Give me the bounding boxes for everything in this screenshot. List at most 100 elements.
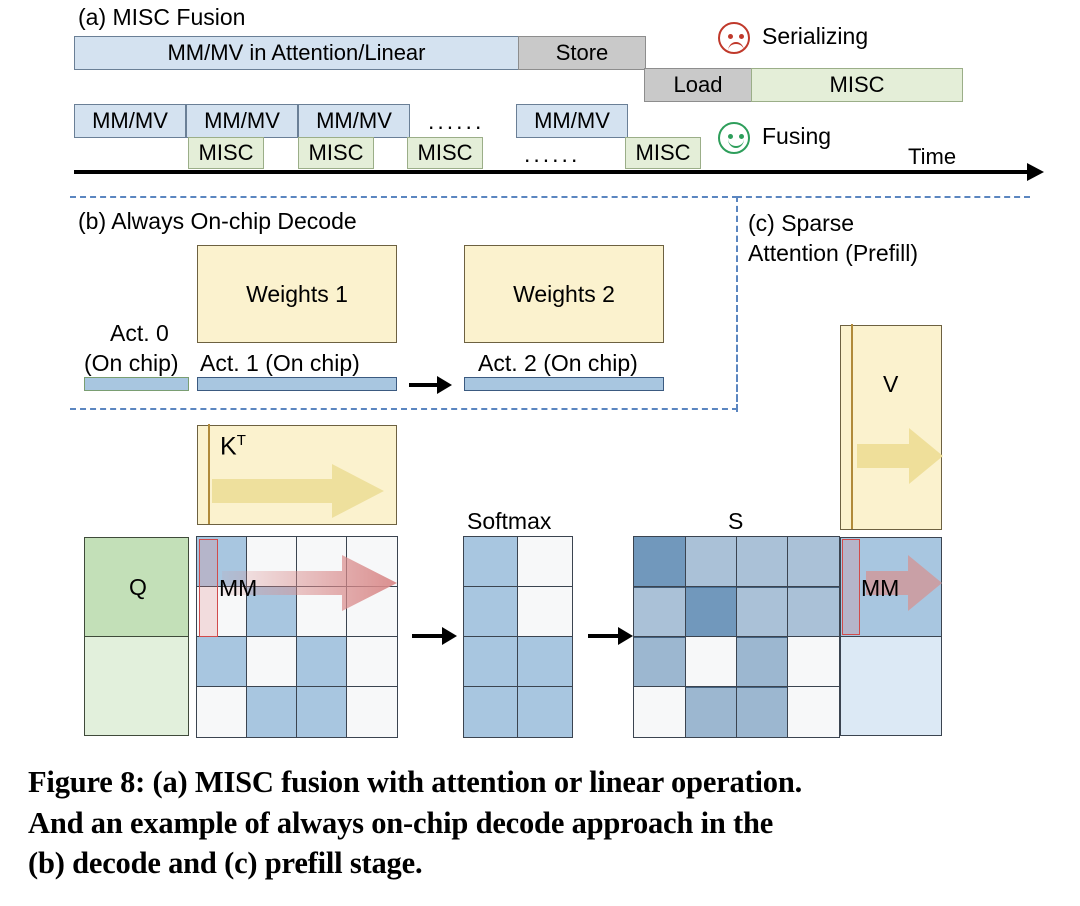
s-cell-1-4 xyxy=(787,536,840,588)
mm-left-cell-3-3 xyxy=(296,636,348,688)
softmax-cell-3-1 xyxy=(463,636,519,688)
s-cell-1-2 xyxy=(684,536,738,588)
mm-left-cell-3-2 xyxy=(246,636,298,688)
act0-bar xyxy=(84,377,189,391)
weights-2-block: Weights 2 xyxy=(464,245,664,343)
s-cell-1-3 xyxy=(735,536,789,588)
mm-left-cell-4-2 xyxy=(246,686,298,738)
kt-matrix-tile-line xyxy=(208,424,210,525)
load-block: Load xyxy=(644,68,752,102)
softmax-cell-4-1 xyxy=(463,686,519,738)
fused-ellipsis-bottom: ...... xyxy=(524,141,581,167)
fused-misc-label-2: MISC xyxy=(308,140,364,165)
time-axis-label: Time xyxy=(908,144,957,169)
fused-mmmv-label-3: MM/MV xyxy=(316,108,392,133)
caption-line-1: Figure 8: (a) MISC fusion with attention… xyxy=(28,765,803,799)
weights-1-label: Weights 1 xyxy=(246,280,348,307)
fused-mmmv-block-3: MM/MV xyxy=(298,104,410,138)
s-cell-4-3 xyxy=(735,686,789,738)
fused-ellipsis-top: ...... xyxy=(428,108,485,134)
fused-misc-block-1: MISC xyxy=(188,137,264,169)
fusing-label: Fusing xyxy=(762,123,832,149)
v-matrix-label: V xyxy=(883,371,899,397)
caption-line-3: (b) decode and (c) prefill stage. xyxy=(28,846,423,881)
section-c-title-line2: Attention (Prefill) xyxy=(748,240,919,266)
section-b-title: (b) Always On-chip Decode xyxy=(78,208,357,234)
softmax-cell-1-2 xyxy=(517,536,573,588)
serial-misc-block: MISC xyxy=(751,68,963,102)
mm-right-bottom xyxy=(840,636,942,736)
softmax-label: Softmax xyxy=(467,508,552,534)
fused-mmmv-label-4: MM/MV xyxy=(534,108,610,133)
s-cell-3-1 xyxy=(633,636,686,688)
act1-label: Act. 1 (On chip) xyxy=(200,350,360,376)
serial-misc-label: MISC xyxy=(829,72,885,97)
fused-misc-block-3: MISC xyxy=(407,137,483,169)
act0-label-line1: Act. 0 xyxy=(110,320,169,346)
q-matrix-label: Q xyxy=(129,574,147,600)
smile-face-icon xyxy=(718,122,750,154)
softmax-cell-4-2 xyxy=(517,686,573,738)
s-grid xyxy=(633,536,840,738)
q-matrix-top: Q xyxy=(84,537,189,637)
softmax-to-s-arrow xyxy=(588,627,633,645)
act2-label: Act. 2 (On chip) xyxy=(478,350,638,376)
load-label: Load xyxy=(673,72,723,97)
mm-right-label: MM xyxy=(861,575,900,601)
weights-1-block: Weights 1 xyxy=(197,245,397,343)
kt-flow-arrow-icon xyxy=(212,464,384,518)
s-cell-4-2 xyxy=(684,686,738,738)
decode-step-arrow xyxy=(409,376,452,394)
mm-left-cell-4-3 xyxy=(296,686,348,738)
mm-left-cell-4-1 xyxy=(196,686,248,738)
mm-left-cell-4-4 xyxy=(346,686,398,738)
store-block: Store xyxy=(518,36,646,70)
fused-mmmv-block-1: MM/MV xyxy=(74,104,186,138)
softmax-cell-2-2 xyxy=(517,586,573,638)
fused-mmmv-label-2: MM/MV xyxy=(204,108,280,133)
fused-misc-label-1: MISC xyxy=(198,140,254,165)
s-cell-3-4 xyxy=(787,636,840,688)
time-axis-line xyxy=(74,170,1029,174)
act2-bar xyxy=(464,377,664,391)
softmax-cell-1-1 xyxy=(463,536,519,588)
softmax-cell-2-1 xyxy=(463,586,519,638)
s-cell-2-4 xyxy=(787,586,840,638)
figure-caption: Figure 8: (a) MISC fusion with attention… xyxy=(28,762,802,884)
fused-misc-block-2: MISC xyxy=(298,137,374,169)
mm-left-active-column xyxy=(199,539,218,637)
weights-2-label: Weights 2 xyxy=(513,280,615,307)
serial-compute-label: MM/MV in Attention/Linear xyxy=(167,40,426,65)
store-label: Store xyxy=(555,40,609,65)
fused-misc-label-4: MISC xyxy=(635,140,691,165)
time-axis-arrowhead xyxy=(1027,163,1044,181)
fused-mmmv-block-2: MM/MV xyxy=(186,104,298,138)
fused-misc-label-3: MISC xyxy=(417,140,473,165)
fused-misc-block-4: MISC xyxy=(625,137,701,169)
fused-mmmv-block-4: MM/MV xyxy=(516,104,628,138)
s-matrix-label: S xyxy=(728,508,744,534)
softmax-cell-3-2 xyxy=(517,636,573,688)
caption-line-2: And an example of always on-chip decode … xyxy=(28,805,774,840)
s-cell-3-2 xyxy=(684,636,738,688)
mm-right-active-column xyxy=(842,539,860,635)
s-cell-2-2 xyxy=(684,586,738,638)
s-cell-4-4 xyxy=(787,686,840,738)
kt-letter: K xyxy=(220,432,237,461)
s-cell-4-1 xyxy=(633,686,686,738)
s-cell-1-1 xyxy=(633,536,686,588)
v-matrix-block: V xyxy=(840,324,943,530)
kt-matrix-block: KT xyxy=(197,424,397,525)
act0-label-line2: (On chip) xyxy=(84,350,179,376)
mm-to-softmax-arrow xyxy=(412,627,457,645)
mm-right-flow-arrow-icon xyxy=(866,555,942,611)
section-a-title: (a) MISC Fusion xyxy=(78,4,246,30)
serializing-label: Serializing xyxy=(762,23,869,49)
v-matrix-tile-line xyxy=(851,324,853,530)
act1-bar xyxy=(197,377,397,391)
softmax-grid xyxy=(463,536,573,738)
section-c-title-line1: (c) Sparse xyxy=(748,210,855,236)
q-matrix-bottom xyxy=(84,636,189,736)
mm-left-cell-3-4 xyxy=(346,636,398,688)
